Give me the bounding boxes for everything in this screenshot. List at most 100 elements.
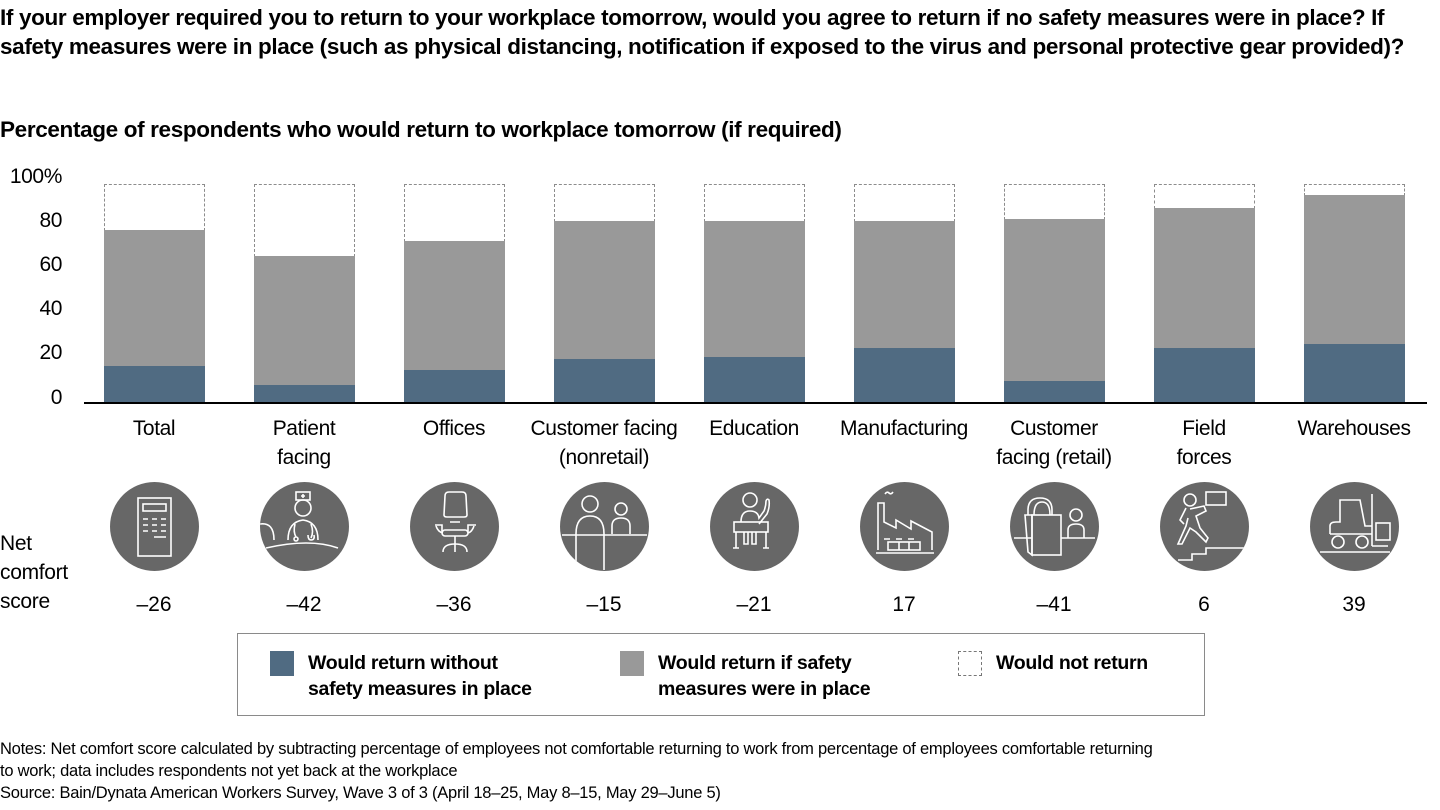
segment-would-not-return xyxy=(704,184,805,223)
legend-swatch-blue xyxy=(270,651,294,676)
y-tick-40: 40 xyxy=(39,297,62,320)
service-counter-icon xyxy=(560,482,649,571)
forklift-icon xyxy=(1310,482,1399,571)
category-label-line: Field xyxy=(1182,417,1226,440)
footnotes: Notes: Net comfort score calculated by s… xyxy=(0,738,1440,804)
legend-label: Would return if safety measures were in … xyxy=(658,650,871,702)
office-chair-icon xyxy=(410,482,499,571)
segment-return-without-safety xyxy=(704,357,805,403)
category-label: Offices xyxy=(369,414,539,443)
segment-would-not-return xyxy=(1004,184,1105,221)
segment-return-with-safety xyxy=(554,221,655,360)
segment-return-without-safety xyxy=(1154,348,1255,403)
category-label-line: Warehouses xyxy=(1297,417,1411,440)
bar-offices xyxy=(404,184,505,403)
factory-icon xyxy=(860,482,949,571)
segment-return-without-safety xyxy=(1004,381,1105,403)
y-tick-0: 0 xyxy=(50,386,63,409)
segment-would-not-return xyxy=(104,184,205,231)
x-axis-line xyxy=(84,402,1427,404)
net-comfort-score: 39 xyxy=(1342,593,1366,616)
bar-field-forces xyxy=(1154,184,1255,403)
category-label-line: facing (retail) xyxy=(996,446,1112,469)
segment-return-without-safety xyxy=(254,385,355,403)
segment-return-with-safety xyxy=(104,229,205,366)
segment-would-not-return xyxy=(254,184,355,258)
source-line: Source: Bain/Dynata American Workers Sur… xyxy=(0,784,721,802)
segment-would-not-return xyxy=(404,184,505,242)
legend-item-not-return: Would not return xyxy=(958,650,1148,676)
segment-return-with-safety xyxy=(704,221,805,357)
y-tick-20: 20 xyxy=(39,341,62,364)
y-tick-60: 60 xyxy=(39,253,62,276)
net-comfort-score: –42 xyxy=(286,593,322,616)
category-label: Field forces xyxy=(1119,414,1289,472)
segment-return-with-safety xyxy=(1154,208,1255,349)
y-tick-80: 80 xyxy=(39,209,62,232)
bar-manufacturing xyxy=(854,184,955,403)
net-comfort-score: –26 xyxy=(136,593,172,616)
net-comfort-score: 6 xyxy=(1198,593,1210,616)
legend-label: Would not return xyxy=(996,650,1148,676)
legend-label-line: Would return without xyxy=(308,652,498,674)
bar-education xyxy=(704,184,805,403)
net-comfort-score: –36 xyxy=(436,593,472,616)
chart-title: If your employer required you to return … xyxy=(0,5,1405,59)
category-label: Total xyxy=(69,414,239,443)
net-comfort-score: –21 xyxy=(736,593,772,616)
category-label-line: Customer xyxy=(1010,417,1098,440)
segment-return-without-safety xyxy=(404,370,505,403)
legend-swatch-gray xyxy=(620,651,644,676)
legend: Would return without safety measures in … xyxy=(237,633,1205,716)
category-label-line: facing xyxy=(277,446,331,469)
segment-return-with-safety xyxy=(404,240,505,371)
net-comfort-score: –41 xyxy=(1036,593,1072,616)
bar-total xyxy=(104,184,205,403)
category-label: Warehouses xyxy=(1269,414,1439,443)
net-comfort-score: –15 xyxy=(586,593,622,616)
segment-would-not-return xyxy=(1154,184,1255,210)
legend-item-without-safety: Would return without safety measures in … xyxy=(270,650,532,702)
category-label-line: Offices xyxy=(422,417,486,440)
segment-would-not-return xyxy=(554,184,655,223)
segment-return-without-safety xyxy=(854,348,955,403)
segment-return-with-safety xyxy=(1304,194,1405,344)
bar-customer-facing-retail xyxy=(1004,184,1105,403)
notes-line: Notes: Net comfort score calculated by s… xyxy=(0,740,1153,758)
bar-customer-facing-nonretail xyxy=(554,184,655,403)
category-label: Manufacturing xyxy=(819,414,989,443)
category-label-line: (nonretail) xyxy=(558,446,650,469)
category-label: Customer facing (retail) xyxy=(969,414,1139,472)
segment-return-with-safety xyxy=(854,221,955,349)
segment-return-without-safety xyxy=(104,365,205,403)
category-label-line: Total xyxy=(132,417,176,440)
student-desk-icon xyxy=(710,482,799,571)
segment-return-with-safety xyxy=(254,256,355,386)
legend-label-line: Would not return xyxy=(996,652,1148,674)
category-label-line: Education xyxy=(709,417,799,440)
segment-return-without-safety xyxy=(554,359,655,403)
net-comfort-label-line: score xyxy=(0,590,50,613)
shopping-bag-cashier-icon xyxy=(1010,482,1099,571)
legend-label-line: safety measures in place xyxy=(308,678,532,700)
bar-patient-facing xyxy=(254,184,355,403)
legend-swatch-dashed xyxy=(958,651,982,676)
legend-label: Would return without safety measures in … xyxy=(308,650,532,702)
category-label-line: Manufacturing xyxy=(840,417,968,440)
category-label-line: Customer facing xyxy=(530,417,678,440)
worker-stairs-icon xyxy=(1160,482,1249,571)
notes-line: to work; data includes respondents not y… xyxy=(0,762,458,780)
legend-label-line: Would return if safety xyxy=(658,652,852,674)
legend-item-with-safety: Would return if safety measures were in … xyxy=(620,650,871,702)
net-comfort-score: 17 xyxy=(892,593,916,616)
segment-return-without-safety xyxy=(1304,343,1405,403)
category-label-line: Patient xyxy=(272,417,336,440)
segment-would-not-return xyxy=(854,184,955,223)
category-label: Patient facing xyxy=(219,414,389,472)
calculator-icon xyxy=(110,482,199,571)
net-comfort-label-line: comfort xyxy=(0,561,68,584)
nurse-patient-icon xyxy=(260,482,349,571)
category-label-line: forces xyxy=(1176,446,1232,469)
category-label: Education xyxy=(669,414,839,443)
legend-label-line: measures were in place xyxy=(658,678,871,700)
